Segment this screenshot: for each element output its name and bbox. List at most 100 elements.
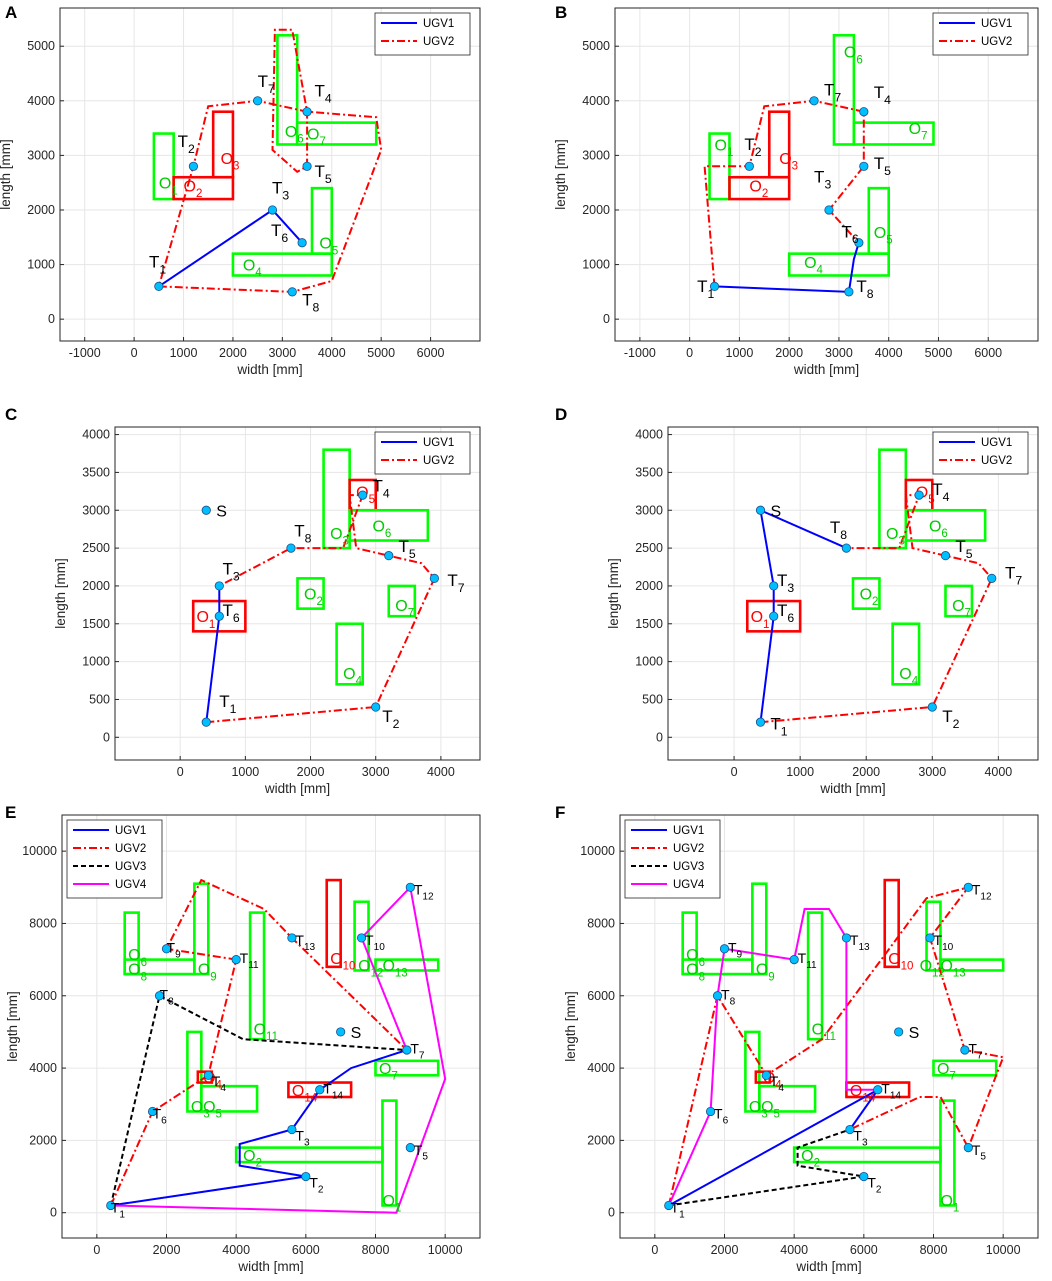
x-tick-label: 2000 (219, 346, 247, 360)
obstacle-label: O1 (715, 137, 734, 159)
target-marker (987, 573, 997, 583)
y-tick-label: 8000 (29, 916, 57, 930)
trajectory-ugv4 (667, 908, 878, 1206)
target-label: T5 (874, 154, 891, 178)
x-tick-label: 5000 (367, 346, 395, 360)
y-tick-label: 6000 (29, 989, 57, 1003)
target-marker (712, 991, 723, 1001)
start-label: S (216, 503, 227, 520)
legend-entry: UGV4 (673, 879, 705, 891)
x-axis-label: width [mm] (793, 362, 859, 377)
target-marker (287, 933, 297, 943)
obstacle-rect (728, 175, 791, 201)
target-label: T7 (447, 571, 464, 595)
obstacle-rect (231, 252, 334, 277)
axes-box (614, 7, 1039, 342)
target-label: T7 (410, 1041, 425, 1062)
target-label: T7 (968, 1041, 983, 1062)
x-tick-label: 0 (651, 1243, 658, 1257)
y-tick-label: 4000 (82, 428, 110, 442)
x-tick-label: 2000 (297, 765, 325, 779)
target-marker (963, 882, 973, 892)
target-label: T7 (1005, 563, 1022, 587)
x-tick-label: 0 (686, 346, 693, 360)
target-label: T4 (932, 480, 949, 504)
y-tick-label: 4000 (635, 428, 663, 442)
target-marker (859, 107, 869, 117)
x-tick-label: 3000 (918, 765, 946, 779)
target-marker (845, 1124, 855, 1135)
y-tick-label: 2000 (27, 203, 55, 217)
y-tick-label: 500 (89, 692, 110, 706)
y-tick-label: 4000 (582, 94, 610, 108)
target-label: T13 (295, 932, 315, 953)
target-marker (709, 281, 720, 292)
panel-letter: D (555, 405, 567, 424)
target-marker (705, 1106, 716, 1117)
target-label: T3 (272, 179, 289, 203)
x-tick-label: 1000 (786, 765, 814, 779)
axes-box (114, 426, 481, 761)
target-marker (873, 1085, 883, 1095)
y-tick-label: 3000 (27, 148, 55, 162)
obstacle-rect (353, 900, 370, 972)
y-tick-label: 3000 (635, 503, 663, 517)
target-marker (405, 882, 415, 892)
target-marker (214, 581, 224, 591)
target-marker (841, 933, 852, 943)
target-label: T8 (856, 277, 873, 301)
target-label: T2 (382, 707, 399, 731)
trajectory-ugv3 (668, 1128, 864, 1207)
y-tick-label: 1000 (27, 258, 55, 272)
y-tick-label: 5000 (582, 39, 610, 53)
target-marker (927, 702, 937, 712)
target-marker (854, 238, 864, 248)
obstacle-label: O6 (128, 947, 147, 969)
obstacle-label: O7 (909, 121, 928, 143)
obstacle-label: O11 (254, 1021, 278, 1043)
x-tick-label: 2000 (852, 765, 880, 779)
legend-entry: UGV3 (673, 861, 704, 873)
chart-panel-F: FO1O2O3O4O5O6O7O8O9O10O11O12O13O14ST1T2T… (555, 803, 1039, 1274)
obstacle-rect (310, 186, 334, 255)
legend-entry: UGV4 (115, 879, 147, 891)
legend-box (374, 431, 471, 475)
target-label: T2 (942, 707, 959, 731)
x-tick-label: 2000 (153, 1243, 181, 1257)
chart-panel-B: B O1 O2 O3 O4 O5 O6 O7 T1 T2 T3 T4 T5 T6 T7 T8 -1000 0 100… (553, 3, 1039, 377)
target-marker (384, 551, 394, 561)
target-label: T8 (721, 986, 736, 1007)
obstacle-rect (681, 911, 698, 976)
legend-entry: UGV1 (115, 825, 146, 837)
x-tick-label: 3000 (825, 346, 853, 360)
target-marker (301, 1171, 311, 1182)
target-marker (356, 933, 367, 943)
obstacle-rect (751, 882, 768, 976)
obstacle-rect (123, 911, 140, 976)
target-marker (664, 1200, 674, 1211)
obstacle-rect (806, 911, 824, 1041)
x-tick-label: 4000 (318, 346, 346, 360)
obstacle-label: O1 (940, 1193, 959, 1215)
target-marker (287, 1124, 297, 1135)
obstacle-label: O1 (751, 609, 770, 631)
y-tick-label: 3500 (82, 465, 110, 479)
target-marker (203, 1070, 213, 1080)
obstacle-label: O9 (198, 962, 217, 984)
x-tick-label: 10000 (428, 1243, 463, 1257)
target-marker (297, 238, 307, 248)
target-marker (161, 944, 172, 954)
x-tick-label: 5000 (925, 346, 953, 360)
target-label: T1 (770, 715, 787, 739)
target-marker (286, 543, 296, 553)
x-tick-label: 1000 (726, 346, 754, 360)
target-label: T4 (874, 83, 891, 107)
x-tick-label: 0 (131, 346, 138, 360)
y-tick-label: 6000 (587, 989, 615, 1003)
obstacle-rect (939, 958, 1005, 972)
x-tick-label: 6000 (292, 1243, 320, 1257)
obstacle-label: O5 (761, 1099, 780, 1121)
x-tick-label: 4000 (984, 765, 1012, 779)
x-tick-label: 4000 (875, 346, 903, 360)
obstacle-label: O4 (243, 258, 262, 280)
